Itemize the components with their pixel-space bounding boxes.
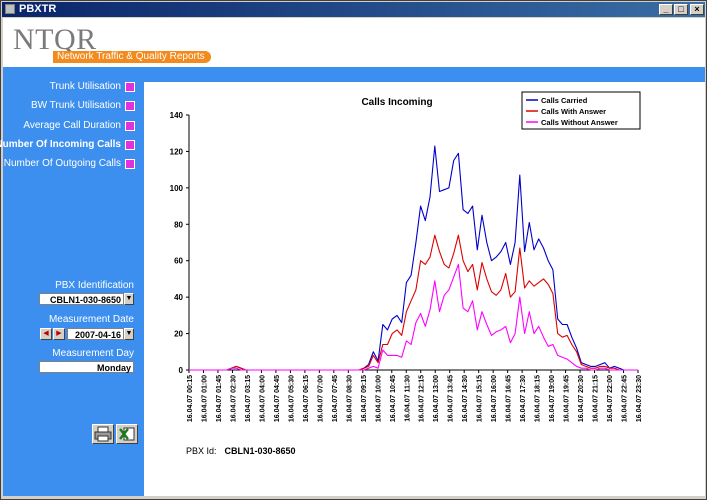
x-tick-label: 16.04.07 22:45	[622, 375, 629, 422]
y-tick-label: 80	[174, 220, 183, 229]
nav-marker-icon	[125, 121, 135, 131]
x-tick-label: 16.04.07 08:30	[346, 375, 353, 422]
x-tick-label: 16.04.07 20:30	[578, 375, 585, 422]
incoming-calls-chart: Calls Incoming 0 20 40 60 80 100 120 140 16.04.07…	[170, 91, 643, 422]
x-tick-label: 16.04.07 06:15	[303, 375, 310, 422]
nav-marker-icon	[125, 140, 135, 150]
x-tick-label: 16.04.07 11:30	[404, 375, 411, 422]
y-tick-label: 100	[170, 184, 184, 193]
printer-icon	[94, 426, 112, 442]
measurement-day-field: Monday	[39, 361, 134, 373]
y-tick-label: 60	[174, 257, 183, 266]
x-tick-label: 16.04.07 03:15	[245, 375, 252, 422]
chevron-down-icon[interactable]: ▼	[124, 328, 134, 340]
print-button[interactable]	[92, 424, 114, 444]
y-tick-label: 40	[174, 293, 183, 302]
previous-date-icon[interactable]: ◀	[40, 328, 52, 340]
x-tick-label: 16.04.07 13:00	[433, 375, 440, 422]
nav-marker-icon	[125, 159, 135, 169]
header-divider	[3, 67, 705, 82]
x-tick-label: 16.04.07 15:15	[477, 375, 484, 422]
x-tick-label: 16.04.07 18:15	[535, 375, 542, 422]
x-tick-label: 16.04.07 01:45	[216, 375, 223, 422]
pbx-id-value: CBLN1-030-8650	[224, 446, 296, 456]
tagline: Network Traffic & Quality Reports	[53, 51, 211, 63]
logo: NTQR	[13, 23, 97, 56]
x-tick-label: 16.04.07 05:30	[288, 375, 295, 422]
x-tick-label: 16.04.07 21:15	[593, 375, 600, 422]
nav-number-of-outgoing-calls[interactable]: Number Of Outgoing Calls	[4, 157, 135, 171]
nav-trunk-utilisation[interactable]: Trunk Utilisation	[50, 80, 135, 94]
x-tick-label: 16.04.07 10:00	[375, 375, 382, 422]
pbx-id-label: PBX Id:	[186, 446, 217, 456]
measurement-day-label: Measurement Day	[52, 348, 134, 359]
export-excel-button[interactable]	[116, 424, 138, 444]
measurement-date-label: Measurement Date	[48, 314, 134, 325]
maximize-button[interactable]: □	[674, 4, 688, 15]
x-tick-label: 16.04.07 23:30	[636, 375, 643, 422]
legend-label: Calls Carried	[541, 96, 588, 105]
x-tick-label: 16.04.07 09:15	[361, 375, 368, 422]
x-tick-label: 16.04.07 10:45	[390, 375, 397, 422]
next-date-icon[interactable]: ▶	[53, 328, 65, 340]
chevron-down-icon[interactable]: ▼	[124, 293, 134, 305]
minimize-button[interactable]: _	[659, 4, 673, 15]
x-tick-label: 16.04.07 16:00	[491, 375, 498, 422]
pbx-id-footer: PBX Id: CBLN1-030-8650	[186, 446, 296, 456]
status-bar	[3, 496, 705, 499]
excel-icon	[119, 427, 135, 441]
x-tick-label: 16.04.07 13:45	[448, 375, 455, 422]
nav-label: Average Call Duration	[23, 120, 121, 131]
report-area: Calls Incoming 0 20 40 60 80 100 120 140 16.04.07…	[144, 82, 705, 496]
y-tick-label: 0	[179, 366, 184, 375]
x-tick-label: 16.04.07 16:45	[506, 375, 513, 422]
chart-legend	[521, 91, 641, 130]
legend-label: Calls Without Answer	[541, 118, 618, 127]
y-tick-label: 140	[170, 111, 184, 120]
y-tick-label: 20	[174, 330, 183, 339]
legend-label: Calls With Answer	[541, 107, 606, 116]
pbx-identification-label: PBX Identification	[55, 280, 134, 291]
measurement-date-select[interactable]: 2007-04-16	[67, 328, 124, 340]
x-tick-label: 16.04.07 14:30	[462, 375, 469, 422]
series-line	[189, 263, 638, 371]
sidebar: Trunk Utilisation BW Trunk Utilisation A…	[0, 80, 144, 496]
x-tick-label: 16.04.07 01:00	[201, 375, 208, 422]
nav-marker-icon	[125, 101, 135, 111]
x-tick-label: 16.04.07 04:45	[274, 375, 281, 422]
nav-bw-trunk-utilisation[interactable]: BW Trunk Utilisation	[31, 99, 135, 113]
series-line	[189, 145, 638, 371]
nav-number-of-incoming-calls[interactable]: Number Of Incoming Calls	[0, 138, 135, 152]
x-tick-label: 16.04.07 07:00	[317, 375, 324, 422]
nav-marker-icon	[125, 82, 135, 92]
x-tick-label: 16.04.07 22:00	[607, 375, 614, 422]
nav-average-call-duration[interactable]: Average Call Duration	[23, 119, 135, 133]
app-icon	[5, 4, 15, 14]
y-tick-label: 120	[170, 147, 184, 156]
x-tick-label: 16.04.07 07:45	[332, 375, 339, 422]
x-tick-label: 16.04.07 17:30	[520, 375, 527, 422]
x-tick-label: 16.04.07 04:00	[259, 375, 266, 422]
x-tick-label: 16.04.07 19:00	[549, 375, 556, 422]
title-bar[interactable]: PBXTR _ □ ×	[2, 2, 705, 17]
x-tick-label: 16.04.07 12:15	[419, 375, 426, 422]
x-tick-label: 16.04.07 00:15	[187, 375, 194, 422]
chart-title: Calls Incoming	[361, 97, 432, 108]
window-title: PBXTR	[19, 3, 57, 15]
x-tick-label: 16.04.07 02:30	[230, 375, 237, 422]
x-tick-label: 16.04.07 19:45	[564, 375, 571, 422]
nav-label: Number Of Outgoing Calls	[3, 158, 121, 169]
close-button[interactable]: ×	[690, 4, 704, 15]
header-banner: NTQR Network Traffic & Quality Reports	[3, 18, 705, 67]
nav-label: Number Of Incoming Calls	[0, 139, 121, 150]
nav-label: BW Trunk Utilisation	[30, 100, 121, 111]
pbx-identification-select[interactable]: CBLN1-030-8650	[39, 293, 124, 305]
nav-label: Trunk Utilisation	[49, 81, 121, 92]
